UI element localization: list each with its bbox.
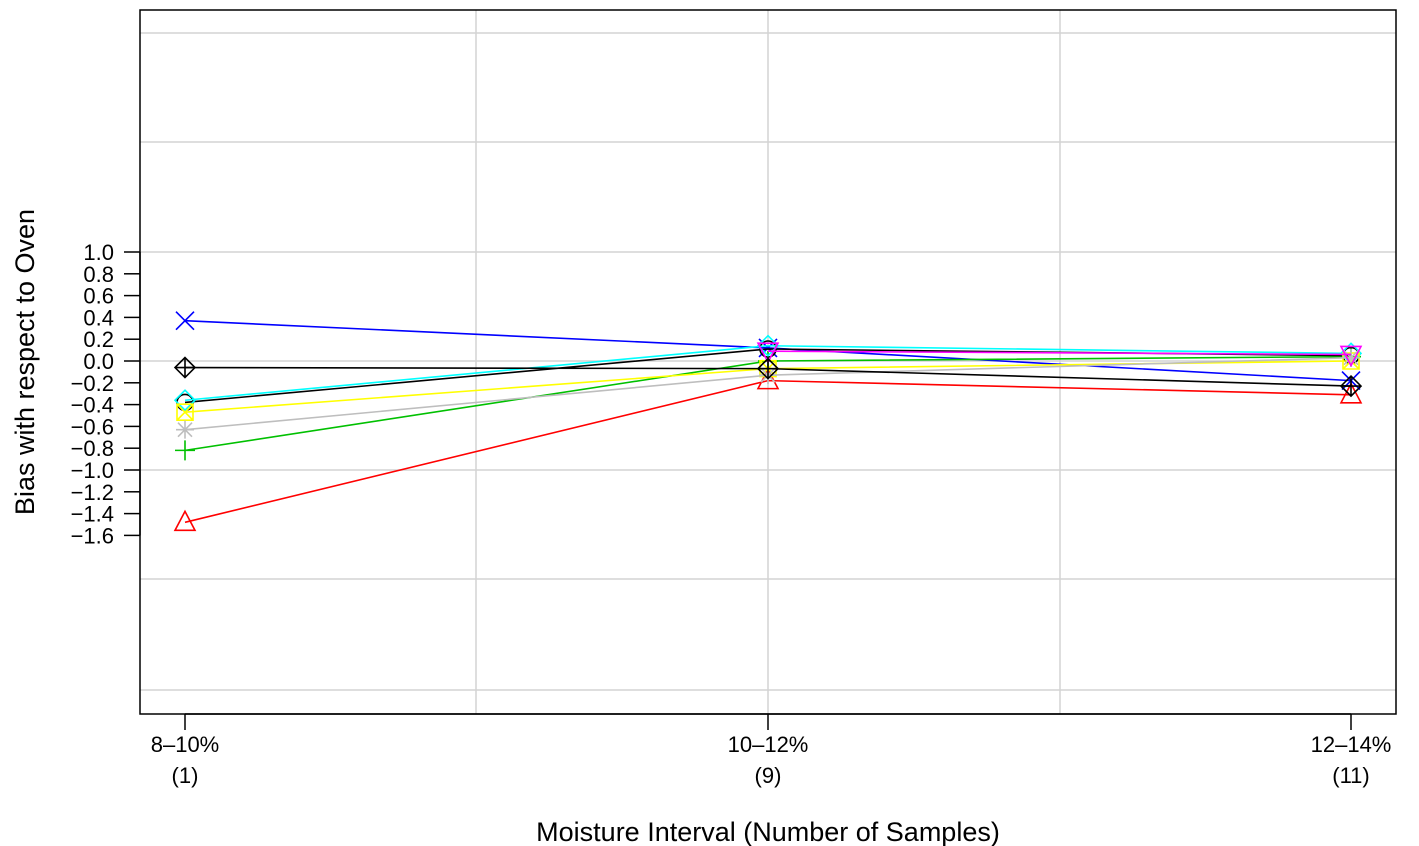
series-line — [767, 350, 1352, 356]
x-axis: 8–10% (1) 10–12% (9) 12–14% (11) — [151, 713, 1392, 788]
y-tick-label: −1.6 — [71, 523, 114, 548]
y-tick-label: −1.4 — [71, 502, 114, 527]
series-9 — [173, 356, 1363, 398]
x-tick-label-interval: 8–10% — [151, 732, 220, 757]
y-tick-label: 0.8 — [83, 262, 114, 287]
x-tick-label-samples: (9) — [755, 763, 782, 788]
data-point-asterisk — [176, 420, 194, 439]
data-point-square-cross — [176, 403, 194, 422]
x-tick-label-samples: (1) — [172, 763, 199, 788]
data-point-circle — [759, 340, 777, 358]
data-point-inverted-triangle — [756, 342, 780, 364]
y-tick-label: −0.8 — [71, 436, 114, 461]
series-line — [184, 344, 1352, 402]
x-tick-label-interval: 10–12% — [728, 732, 809, 757]
y-tick-label: 0.6 — [83, 284, 114, 309]
y-tick-label: −0.6 — [71, 414, 114, 439]
y-tick-label: 0.0 — [83, 349, 114, 374]
data-point-inverted-triangle — [1339, 345, 1363, 368]
y-tick-label: −1.0 — [71, 458, 114, 483]
x-tick-label-interval: 12–14% — [1311, 732, 1392, 757]
y-tick-label: 0.4 — [83, 305, 114, 330]
series-8 — [756, 342, 1363, 368]
data-point-triangle — [1339, 382, 1363, 404]
data-point-diamond-plus — [1339, 374, 1363, 398]
data-point-diamond-plus — [173, 356, 197, 379]
y-axis-title: Bias with respect to Oven — [10, 209, 40, 515]
y-tick-label: 0.2 — [83, 327, 114, 352]
x-tick-label-samples: (11) — [1332, 763, 1370, 788]
data-point-diamond — [173, 389, 197, 412]
y-tick-label: −0.2 — [71, 371, 114, 396]
y-tick-label: 1.0 — [83, 240, 114, 265]
data-point-plus — [175, 440, 195, 461]
series-group — [173, 311, 1363, 532]
data-point-diamond-plus — [756, 357, 780, 380]
data-point-asterisk — [1342, 348, 1360, 367]
data-point-x — [175, 311, 195, 331]
y-tick-label: −0.4 — [71, 393, 114, 418]
y-tick-label: −1.2 — [71, 480, 114, 505]
data-point-triangle — [173, 509, 197, 532]
y-axis: 1.00.80.60.40.20.0−0.2−0.4−0.6−0.8−1.0−1… — [71, 240, 141, 548]
x-axis-title: Moisture Interval (Number of Samples) — [536, 817, 1000, 846]
